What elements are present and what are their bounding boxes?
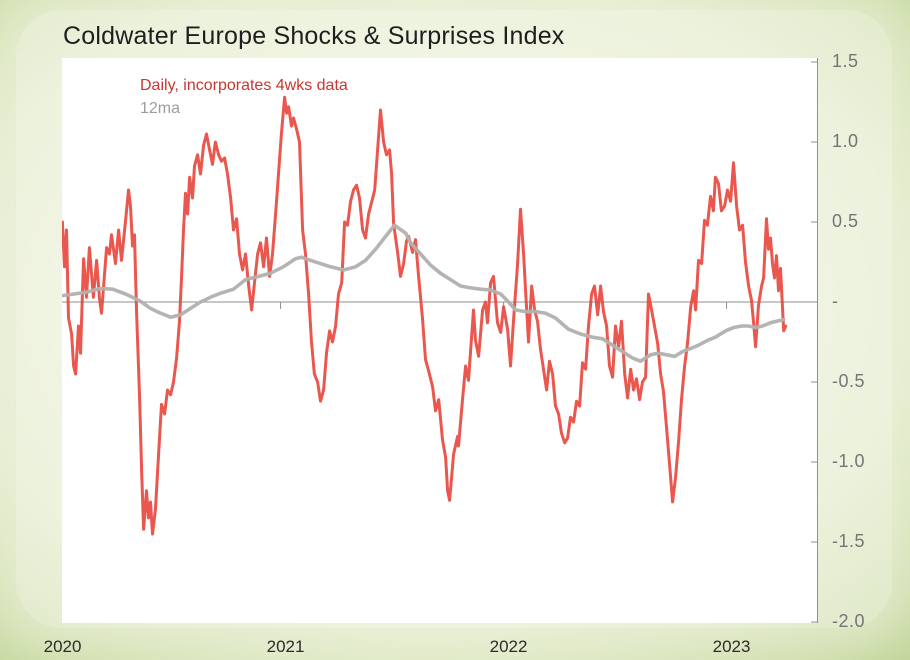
y-axis-tick-label: -2.0: [832, 611, 866, 632]
shocks-surprises-line-chart: [62, 58, 818, 623]
y-axis-tick-label: 0.5: [832, 211, 859, 231]
y-axis-tick-label: -1.5: [832, 531, 866, 552]
y-axis-tick-label: 1.5: [832, 51, 859, 71]
chart-legend: Daily, incorporates 4wks data 12ma: [140, 74, 348, 120]
y-axis-tick-label: -0.5: [832, 371, 866, 392]
chart-title: Coldwater Europe Shocks & Surprises Inde…: [63, 22, 565, 50]
x-axis-tick-label: 2020: [43, 637, 82, 656]
y-axis-tick-label: -1.0: [832, 451, 866, 472]
x-axis-tick-label: 2023: [712, 637, 751, 656]
plot-area: [62, 58, 818, 623]
daily-index-line: [62, 95, 788, 536]
legend-12ma-series-label: 12ma: [140, 100, 181, 117]
y-axis-tick-label: -: [832, 291, 839, 312]
moving-average-line: [62, 223, 786, 364]
legend-daily-series-label: Daily, incorporates 4wks data: [140, 77, 348, 94]
y-axis-tick-label: 1.0: [832, 131, 859, 151]
x-axis-tick-label: 2022: [489, 637, 528, 656]
x-axis-tick-label: 2021: [266, 637, 305, 656]
